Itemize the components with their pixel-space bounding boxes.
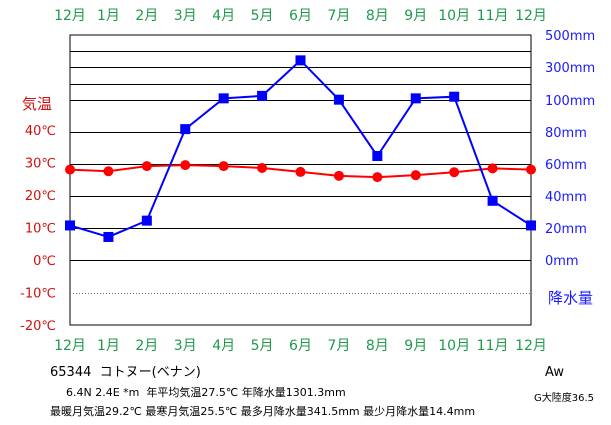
month-label-top: 3月 bbox=[174, 8, 197, 24]
month-label-bottom: 9月 bbox=[404, 338, 427, 354]
precip-point bbox=[180, 124, 191, 135]
precipitation-axis-ticks: 500mm 300mm 100mm 80mm 60mm 40mm 20mm 0mm bbox=[545, 29, 595, 269]
bottom-month-labels: 12月 1月 2月 3月 4月 5月 6月 7月 8月 9月 10月 11月 12月 bbox=[54, 338, 547, 354]
month-label-top: 1月 bbox=[97, 8, 120, 24]
month-label-bottom: 12月 bbox=[515, 338, 547, 354]
precip-tick-label: 80mm bbox=[545, 126, 587, 141]
month-label-bottom: 12月 bbox=[54, 338, 86, 354]
precip-point bbox=[410, 93, 421, 104]
month-label-bottom: 10月 bbox=[438, 338, 470, 354]
month-label-bottom: 5月 bbox=[251, 338, 274, 354]
annual-mean-temp: 年平均気温27.5℃ bbox=[146, 386, 239, 399]
precip-series-line bbox=[69, 58, 532, 239]
month-label-top: 6月 bbox=[289, 8, 312, 24]
temp-tick-label: 40℃ bbox=[25, 124, 56, 139]
driest-month: 最少月降水量14.4mm bbox=[363, 405, 476, 418]
temp-point bbox=[333, 170, 344, 181]
plot-frame bbox=[69, 34, 532, 326]
month-label-top: 12月 bbox=[54, 8, 86, 24]
station-header: 65344 コトヌー(ベナン) bbox=[50, 361, 201, 380]
station-coords: 6.4N 2.4E *m bbox=[66, 386, 140, 399]
month-label-top: 7月 bbox=[327, 8, 350, 24]
temp-tick-label: 20℃ bbox=[25, 189, 56, 204]
precip-point bbox=[526, 220, 536, 231]
temp-point bbox=[180, 160, 191, 171]
precip-tick-label: 100mm bbox=[545, 94, 595, 109]
month-label-top: 8月 bbox=[366, 8, 389, 24]
temp-point bbox=[372, 172, 383, 183]
month-label-top: 11月 bbox=[477, 8, 509, 24]
month-label-bottom: 3月 bbox=[174, 338, 197, 354]
precip-tick-label: 0mm bbox=[545, 254, 579, 269]
month-label-bottom: 4月 bbox=[212, 338, 235, 354]
precip-point bbox=[449, 91, 460, 102]
month-label-top: 2月 bbox=[135, 8, 158, 24]
precip-tick-label: 20mm bbox=[545, 222, 587, 237]
precip-tick-label: 60mm bbox=[545, 158, 587, 173]
temp-tick-label: 30℃ bbox=[25, 157, 56, 172]
temp-point bbox=[526, 164, 536, 175]
warmest-month: 最暖月気温29.2℃ bbox=[50, 405, 142, 418]
temp-tick-label: 0℃ bbox=[33, 254, 56, 269]
month-label-bottom: 1月 bbox=[97, 338, 120, 354]
precip-point bbox=[257, 90, 268, 101]
temp-point bbox=[141, 161, 152, 172]
precip-tick-label: 500mm bbox=[545, 29, 595, 44]
month-label-bottom: 2月 bbox=[135, 338, 158, 354]
series-markers bbox=[65, 55, 536, 242]
precip-point bbox=[141, 215, 152, 226]
continentality: G大陸度36.5 bbox=[534, 393, 595, 404]
temp-tick-label: -20℃ bbox=[20, 319, 56, 334]
climate-class: Aw bbox=[545, 365, 564, 380]
month-label-bottom: 11月 bbox=[477, 338, 509, 354]
temp-point bbox=[410, 170, 421, 181]
temp-tick-label: -10℃ bbox=[20, 287, 56, 302]
precip-point bbox=[487, 195, 498, 206]
temp-point bbox=[103, 166, 114, 177]
temperature-axis-ticks: 40℃ 30℃ 20℃ 10℃ 0℃ -10℃ -20℃ bbox=[20, 124, 56, 334]
temp-point bbox=[487, 163, 498, 174]
temperature-axis-label: 気温 bbox=[22, 95, 52, 113]
precip-point bbox=[218, 93, 229, 104]
month-label-bottom: 7月 bbox=[327, 338, 350, 354]
precip-tick-label: 40mm bbox=[545, 190, 587, 205]
temp-point bbox=[295, 166, 306, 177]
month-label-top: 9月 bbox=[404, 8, 427, 24]
gridlines bbox=[69, 34, 532, 326]
precip-point bbox=[295, 55, 306, 66]
series-lines bbox=[69, 58, 532, 239]
precipitation-axis-label: 降水量 bbox=[548, 289, 593, 307]
coldest-month: 最寒月気温25.5℃ bbox=[145, 405, 238, 418]
temp-tick-label: 10℃ bbox=[25, 222, 56, 237]
month-label-bottom: 6月 bbox=[289, 338, 312, 354]
month-label-bottom: 8月 bbox=[366, 338, 389, 354]
station-line-1: 6.4N 2.4E *m 年平均気温27.5℃ 年降水量1301.3mm bbox=[66, 384, 346, 400]
temp-point bbox=[449, 167, 460, 178]
temp-point bbox=[65, 164, 75, 175]
month-label-top: 12月 bbox=[515, 8, 547, 24]
top-month-labels: 12月 1月 2月 3月 4月 5月 6月 7月 8月 9月 10月 11月 12月 bbox=[54, 8, 547, 24]
station-id: 65344 bbox=[50, 365, 92, 380]
month-label-top: 5月 bbox=[251, 8, 274, 24]
temp-point bbox=[218, 161, 229, 172]
wettest-month: 最多月降水量341.5mm bbox=[240, 405, 360, 418]
precip-point bbox=[65, 220, 75, 231]
month-label-top: 4月 bbox=[212, 8, 235, 24]
precip-point bbox=[372, 151, 383, 161]
station-line-2: 最暖月気温29.2℃ 最寒月気温25.5℃ 最多月降水量341.5mm 最少月降… bbox=[50, 403, 475, 419]
precip-point bbox=[103, 231, 114, 242]
station-name: コトヌー(ベナン) bbox=[99, 365, 201, 380]
annual-precip: 年降水量1301.3mm bbox=[241, 386, 346, 399]
precip-point bbox=[333, 94, 344, 105]
month-label-top: 10月 bbox=[438, 8, 470, 24]
temp-point bbox=[257, 163, 268, 174]
precip-tick-label: 300mm bbox=[545, 61, 595, 76]
